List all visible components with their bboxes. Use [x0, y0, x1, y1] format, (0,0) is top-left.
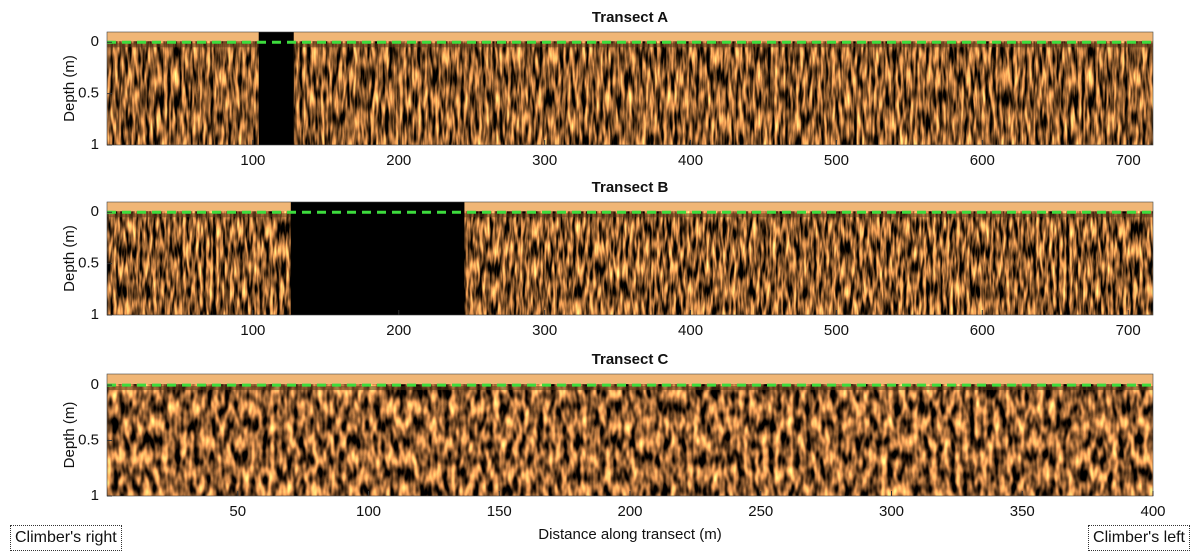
x-tick-label: 300	[532, 322, 557, 339]
x-tick-label: 500	[824, 152, 849, 169]
chart-title: Transect A	[592, 9, 668, 26]
x-tick-label: 350	[1010, 503, 1035, 520]
y-axis-label: Depth (m)	[61, 55, 78, 122]
x-tick-label: 700	[1116, 322, 1141, 339]
x-tick-label: 400	[678, 322, 703, 339]
x-tick-label: 700	[1116, 152, 1141, 169]
x-tick-label: 300	[879, 503, 904, 520]
x-tick-label: 200	[386, 152, 411, 169]
corner-label: Climber's right	[10, 525, 122, 551]
x-tick-label: 150	[487, 503, 512, 520]
y-tick-label: 0.5	[78, 255, 99, 272]
y-tick-label: 0	[91, 376, 99, 393]
y-tick-label: 0	[91, 33, 99, 50]
x-tick-label: 200	[386, 322, 411, 339]
x-tick-label: 50	[229, 503, 246, 520]
axes-frame	[106, 31, 1154, 146]
no-data-gap	[290, 202, 465, 315]
surface-band	[107, 213, 1153, 218]
surface-band	[107, 43, 1153, 48]
air-band	[107, 202, 1153, 212]
chart-title: Transect B	[592, 179, 669, 196]
radargram-image	[107, 374, 1153, 496]
y-tick-label: 0.5	[78, 432, 99, 449]
y-axis-label: Depth (m)	[61, 225, 78, 292]
x-tick-label: 300	[532, 152, 557, 169]
x-tick-label: 400	[1140, 503, 1165, 520]
y-tick-label: 0	[91, 203, 99, 220]
y-tick-label: 1	[91, 306, 99, 323]
x-tick-label: 100	[240, 322, 265, 339]
y-tick-label: 1	[91, 136, 99, 153]
y-tick-label: 0.5	[78, 85, 99, 102]
x-tick-label: 600	[970, 152, 995, 169]
surface-band	[107, 386, 1153, 391]
air-band	[107, 374, 1153, 385]
x-tick-label: 200	[617, 503, 642, 520]
corner-label: Climber's left	[1088, 525, 1190, 551]
x-axis-label: Distance along transect (m)	[538, 526, 721, 543]
x-tick-label: 400	[678, 152, 703, 169]
x-tick-label: 500	[824, 322, 849, 339]
radargram-image	[107, 202, 1153, 315]
x-tick-label: 600	[970, 322, 995, 339]
axes-frame	[106, 201, 1154, 316]
x-tick-label: 100	[356, 503, 381, 520]
y-tick-label: 1	[91, 487, 99, 504]
x-tick-label: 100	[240, 152, 265, 169]
chart-title: Transect C	[592, 351, 669, 368]
x-tick-label: 250	[748, 503, 773, 520]
y-axis-label: Depth (m)	[61, 402, 78, 469]
no-data-gap	[258, 32, 294, 145]
air-band	[107, 32, 1153, 42]
